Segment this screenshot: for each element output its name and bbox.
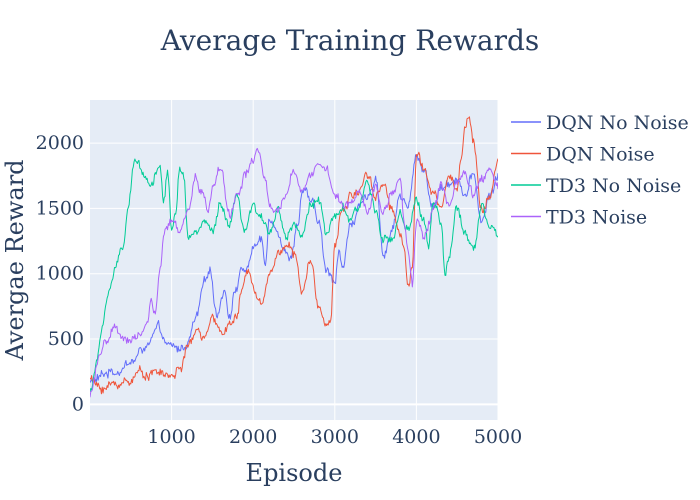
x-tick-label: 3000 [311,426,359,448]
x-axis-title: Episode [246,459,343,487]
chart-title: Average Training Rewards [160,24,540,57]
legend-label: DQN Noise [546,144,655,166]
gridlines [90,100,499,420]
legend-item-td3-noise[interactable]: TD3 Noise [511,207,647,229]
y-tick-label: 500 [48,328,84,350]
legend-item-dqn-noise[interactable]: DQN Noise [511,144,655,166]
legend-label: TD3 Noise [546,207,647,229]
x-tick-labels: 1000 2000 3000 4000 5000 [147,426,522,448]
series-layer [90,116,498,398]
series-line-dqn-noise [90,116,498,395]
series-line-td3-noise [90,147,498,398]
series-line-td3-no-noise [90,158,498,392]
series-line-dqn-no-noise [90,154,498,384]
y-tick-labels: 0 500 1000 1500 2000 [36,132,84,415]
legend-item-dqn-no-noise[interactable]: DQN No Noise [511,112,689,134]
plot-area [90,100,498,420]
y-tick-label: 0 [72,393,84,415]
x-tick-label: 5000 [474,426,522,448]
y-tick-label: 1500 [36,197,84,219]
legend-label: DQN No Noise [546,112,689,134]
legend[interactable]: DQN No Noise DQN Noise TD3 No Noise TD3 Noi… [511,112,689,229]
x-tick-label: 4000 [392,426,440,448]
y-tick-label: 2000 [36,132,84,154]
y-tick-label: 1000 [36,263,84,285]
x-tick-label: 1000 [147,426,195,448]
legend-label: TD3 No Noise [546,175,681,197]
y-axis-title: Avergae Reward [1,159,29,361]
x-tick-label: 2000 [229,426,277,448]
legend-item-td3-no-noise[interactable]: TD3 No Noise [511,175,681,197]
